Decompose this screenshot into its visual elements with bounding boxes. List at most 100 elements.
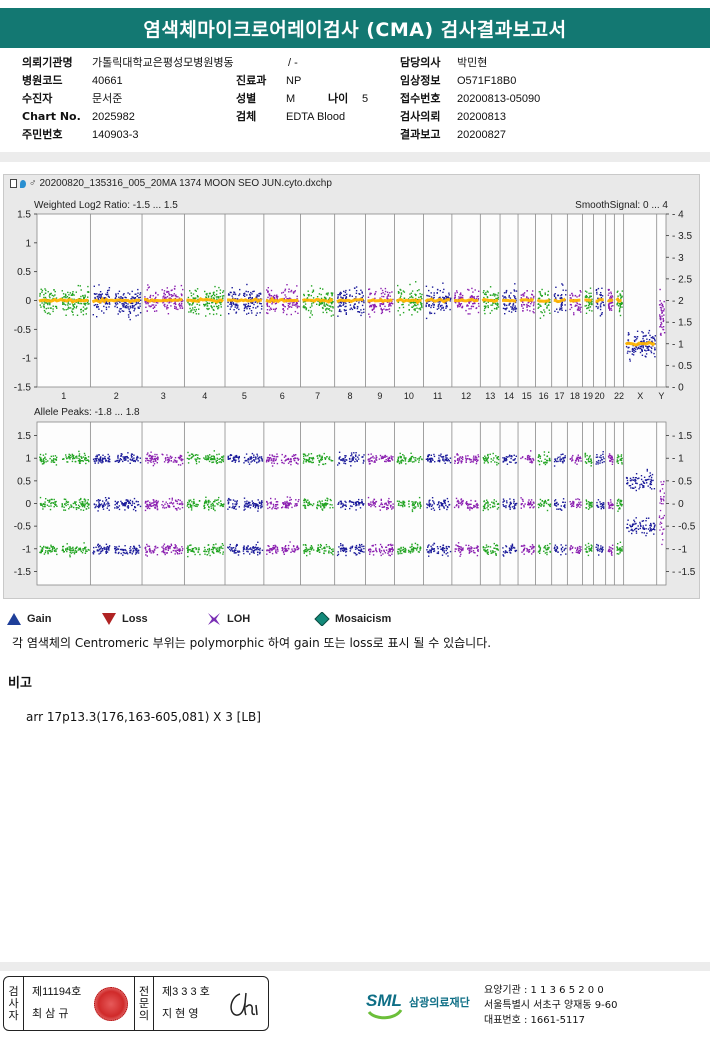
allele-data-point (153, 503, 155, 506)
log2-data-point (647, 332, 650, 334)
smooth-signal-line (38, 297, 89, 304)
allele-data-point (281, 453, 283, 456)
allele-data-point (194, 553, 196, 556)
allele-data-point (167, 504, 169, 507)
log2-data-point (55, 297, 58, 299)
allele-data-point (234, 547, 237, 549)
allele-data-point (323, 503, 325, 505)
allele-data-point (153, 501, 155, 503)
allele-data-point (351, 545, 354, 547)
log2-data-point (118, 310, 120, 312)
allele-data-point (175, 545, 177, 547)
allele-data-point (149, 503, 152, 505)
allele-data-point (307, 502, 309, 504)
allele-data-point (344, 456, 346, 459)
log2-data-point (389, 303, 392, 305)
allele-data-point (391, 553, 393, 555)
log2-data-point (269, 309, 271, 311)
allele-data-point (75, 501, 77, 503)
allele-data-point (243, 546, 245, 548)
allele-data-point (136, 504, 139, 506)
allele-data-point (342, 550, 345, 552)
allele-data-point (274, 544, 276, 547)
allele-data-point (116, 459, 118, 462)
allele-data-point (360, 548, 363, 550)
allele-data-point (70, 547, 72, 550)
allele-data-point (108, 457, 110, 459)
allele-data-point (101, 460, 103, 462)
log2-data-point (637, 347, 639, 349)
allele-data-point (157, 500, 159, 502)
log2-data-point (619, 306, 621, 308)
allele-data-point (445, 459, 448, 461)
allele-data-point (308, 548, 310, 550)
allele-data-point (311, 457, 313, 459)
log2-data-point (659, 326, 661, 328)
allele-data-point (381, 545, 383, 548)
allele-data-point (174, 547, 176, 550)
allele-data-point (255, 503, 257, 506)
allele-data-point (265, 461, 268, 463)
allele-data-point (384, 456, 386, 458)
allele-data-point (84, 503, 87, 505)
log2-data-point (330, 315, 333, 317)
allele-data-point (212, 505, 214, 507)
log2-data-point (641, 331, 643, 333)
log2-data-point (154, 297, 156, 300)
allele-data-point (93, 551, 96, 553)
allele-data-point (237, 456, 239, 459)
allele-data-point (305, 546, 307, 549)
allele-data-point (155, 460, 157, 462)
log2-data-point (137, 292, 139, 294)
log2-data-point (662, 320, 664, 323)
log2-data-point (543, 309, 545, 311)
allele-data-point (190, 509, 193, 511)
log2-data-point (600, 292, 602, 294)
log2-data-point (663, 310, 665, 312)
allele-data-point (131, 504, 133, 506)
allele-data-point (348, 501, 351, 503)
log2-data-point (119, 311, 121, 313)
log2-data-point (497, 294, 499, 296)
allele-data-point (162, 500, 164, 503)
allele-data-point (53, 498, 55, 501)
log2-data-point (105, 306, 108, 309)
allele-data-point (107, 501, 109, 503)
log2-data-point (374, 297, 376, 300)
allele-data-point (50, 455, 52, 458)
allele-data-point (152, 455, 154, 457)
log2-data-point (471, 305, 473, 307)
allele-data-point (291, 550, 294, 552)
allele-data-point (430, 457, 432, 460)
allele-data-point (55, 464, 58, 466)
allele-data-point (208, 499, 210, 502)
allele-data-point (446, 497, 449, 500)
allele-data-point (275, 456, 278, 458)
allele-data-point (445, 504, 447, 507)
log2-data-point (496, 307, 498, 309)
allele-data-point (55, 503, 57, 506)
allele-data-point (164, 503, 166, 505)
info-row: 임상정보 O571F18B0 (400, 72, 540, 90)
log2-data-point (134, 308, 136, 310)
log2-data-point (462, 294, 464, 297)
log2-data-point (267, 296, 269, 299)
log2-data-point (325, 309, 327, 311)
allele-data-point (42, 508, 44, 510)
allele-data-point (359, 552, 361, 555)
log2-data-point (235, 298, 237, 300)
allele-data-point (151, 456, 153, 459)
log2-data-point (340, 292, 342, 294)
log2-data-point (645, 350, 647, 352)
allele-data-point (254, 506, 256, 509)
allele-data-point (220, 547, 222, 549)
allele-data-point (368, 548, 370, 551)
log2-data-point (104, 303, 107, 305)
log2-data-point (115, 304, 117, 306)
allele-data-point (439, 455, 442, 457)
log2-data-point (84, 308, 86, 310)
allele-data-point (218, 501, 220, 504)
allele-data-point (356, 459, 358, 462)
log2-data-point (152, 304, 155, 306)
log2-data-point (610, 296, 612, 299)
